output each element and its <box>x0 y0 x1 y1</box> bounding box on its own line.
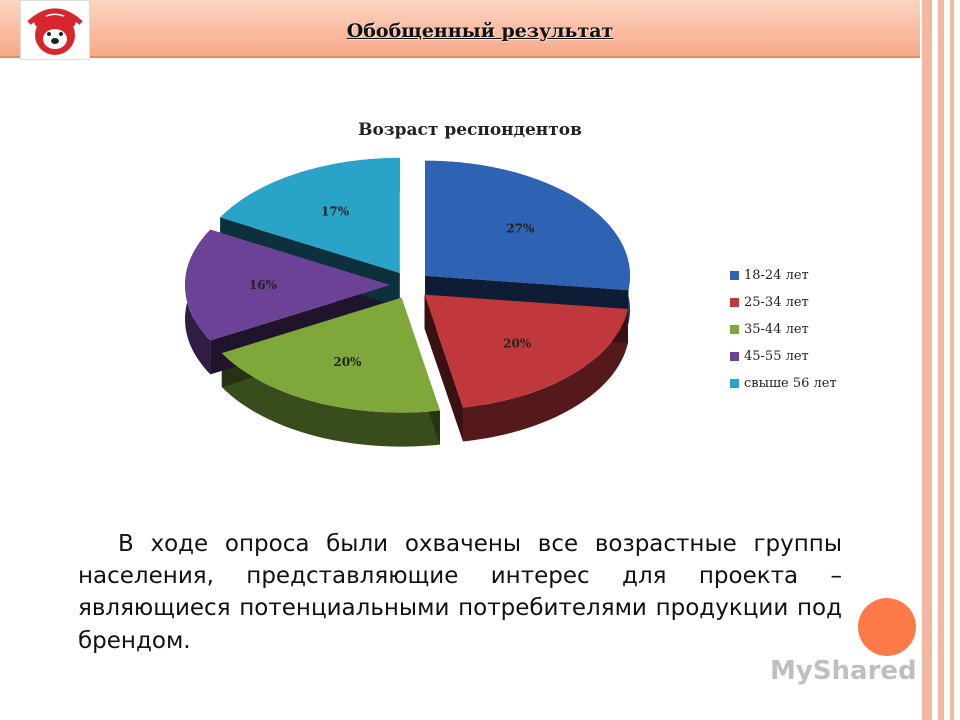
pie-slice-1 <box>425 160 631 291</box>
legend-label: 25-34 лет <box>744 295 809 310</box>
legend-swatch <box>730 325 739 334</box>
legend-swatch <box>730 298 739 307</box>
legend-swatch <box>730 352 739 361</box>
legend-swatch <box>730 271 739 280</box>
brand-logo <box>20 0 90 60</box>
legend-item: 45-55 лет <box>730 343 837 370</box>
data-label: 20% <box>503 336 532 350</box>
legend-item: 25-34 лет <box>730 289 837 316</box>
chart-legend: 18-24 лет 25-34 лет 35-44 лет 45-55 лет свыш… <box>730 262 837 397</box>
legend-item: 18-24 лет <box>730 262 837 289</box>
pie-slice-4 <box>185 229 390 341</box>
data-label: 16% <box>249 278 278 292</box>
legend-label: 35-44 лет <box>744 322 809 337</box>
pie-slice-5 <box>220 157 400 273</box>
data-label: 17% <box>321 205 350 219</box>
legend-label: 45-55 лет <box>744 349 809 364</box>
body-paragraph: В ходе опроса были охвачены все возрастн… <box>78 531 842 654</box>
orange-circle-decoration <box>858 598 916 656</box>
pie-chart: 27% 20% 20% 16% 17% <box>185 157 631 447</box>
pie-slice-2 <box>424 294 628 408</box>
chart-title: Возраст респондентов <box>358 120 582 140</box>
legend-item: свыше 56 лет <box>730 370 837 397</box>
legend-label: свыше 56 лет <box>744 376 837 391</box>
data-label: 20% <box>333 355 362 369</box>
watermark-text: MyShared <box>770 656 917 686</box>
page-title: Обобщенный результат <box>346 20 614 42</box>
data-label: 27% <box>506 222 535 236</box>
legend-label: 18-24 лет <box>744 268 809 283</box>
right-border-decoration <box>916 0 960 720</box>
legend-swatch <box>730 379 739 388</box>
legend-item: 35-44 лет <box>730 316 837 343</box>
pie-slice-3 <box>221 297 440 413</box>
header-bar <box>0 0 920 58</box>
